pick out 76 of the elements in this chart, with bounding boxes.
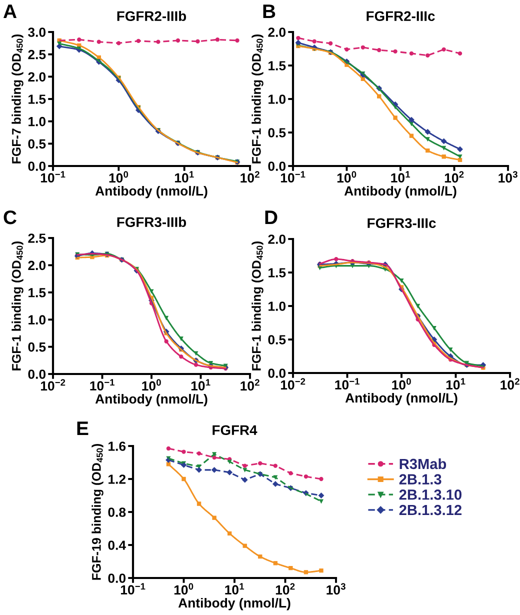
x-tick-label: 10$^{−1}$ bbox=[40, 171, 66, 183]
x-tick-label: 10$^{−1}$ bbox=[280, 171, 306, 183]
chart-title: FGFR3-IIIc bbox=[368, 218, 436, 228]
y-axis-title: FGF-1 binding (OD$_{450}$) bbox=[252, 242, 264, 370]
x-tick-label: 10$^{2}$ bbox=[444, 171, 464, 183]
y-tick-label: 1.0 bbox=[28, 116, 46, 126]
y-tick-label: 2.0 bbox=[28, 260, 46, 270]
x-axis-title: Antibody (nmol/L) bbox=[95, 186, 208, 198]
x-tick-label: 10$^{3}$ bbox=[498, 171, 518, 183]
x-tick-label: 10$^{2}$ bbox=[276, 583, 295, 595]
x-axis-title: Antibody (nmol/L) bbox=[345, 392, 458, 406]
x-tick-label: 10$^{3}$ bbox=[326, 583, 346, 595]
x-tick-label: 10$^{0}$ bbox=[142, 379, 161, 391]
y-tick-label: 0.4 bbox=[108, 540, 126, 550]
y-tick-label: 1.5 bbox=[28, 288, 46, 298]
x-tick-label: 10$^{2}$ bbox=[240, 171, 260, 183]
x-tick-label: 10$^{−2}$ bbox=[40, 379, 66, 391]
x-tick-label: 10$^{0}$ bbox=[337, 171, 356, 183]
x-tick-label: 10$^{1}$ bbox=[225, 583, 244, 595]
y-tick-label: 1.5 bbox=[28, 94, 46, 104]
y-tick-label: 1.2 bbox=[108, 474, 126, 484]
x-tick-label: 10$^{−1}$ bbox=[335, 378, 360, 390]
legend-label: 2B.1.3.10 bbox=[399, 490, 462, 500]
y-tick-label: 0.5 bbox=[268, 335, 286, 344]
y-tick-label: 0.0 bbox=[268, 368, 286, 378]
x-tick-label: 10$^{−2}$ bbox=[280, 378, 306, 390]
chart-title: FGFR4 bbox=[212, 425, 258, 436]
x-axis-title: Antibody (nmol/L) bbox=[344, 186, 456, 198]
y-axis-title: FGF-19 binding (OD$_{450}$) bbox=[92, 444, 104, 580]
text: A bbox=[3, 4, 17, 18]
chart-title: FGFR2-IIIc bbox=[366, 11, 435, 22]
y-tick-label: 1.5 bbox=[268, 268, 286, 278]
y-tick-label: 0.5 bbox=[28, 139, 46, 149]
y-tick-label: 2.0 bbox=[268, 234, 286, 244]
text: D bbox=[265, 210, 278, 224]
y-tick-label: 1.0 bbox=[28, 315, 46, 325]
chart-title: FGFR3-IIIb bbox=[117, 216, 186, 228]
text: B bbox=[263, 4, 276, 18]
y-tick-label: 2.5 bbox=[28, 234, 46, 243]
x-tick-label: 10$^{0}$ bbox=[109, 171, 128, 183]
y-tick-label: 0.0 bbox=[28, 370, 46, 379]
x-tick-label: 10$^{2}$ bbox=[500, 378, 520, 390]
y-axis-title: FGF-7 binding (OD$_{450}$) bbox=[12, 34, 24, 164]
y-tick-label: 1.5 bbox=[268, 61, 286, 70]
y-tick-label: 0.0 bbox=[28, 162, 46, 171]
x-tick-label: 10$^{1}$ bbox=[391, 171, 410, 183]
y-tick-label: 0.0 bbox=[108, 574, 126, 583]
y-tick-label: 2.0 bbox=[268, 28, 286, 37]
text: C bbox=[4, 210, 17, 224]
x-tick-label: 10$^{−1}$ bbox=[90, 379, 114, 391]
y-tick-label: 1.0 bbox=[268, 302, 286, 311]
y-tick-label: 2.5 bbox=[28, 50, 46, 60]
y-tick-label: 0.5 bbox=[28, 342, 46, 352]
y-tick-label: 0.0 bbox=[268, 162, 286, 171]
x-tick-label: 10$^{−1}$ bbox=[120, 583, 146, 595]
y-tick-label: 3.0 bbox=[28, 28, 46, 37]
x-tick-label: 10$^{1}$ bbox=[175, 171, 194, 183]
x-tick-label: 10$^{1}$ bbox=[191, 379, 210, 391]
y-tick-label: 0.8 bbox=[108, 508, 126, 517]
x-tick-label: 10$^{0}$ bbox=[174, 583, 194, 595]
y-tick-label: 1.0 bbox=[268, 94, 286, 104]
x-axis-title: Antibody (nmol/L) bbox=[178, 598, 290, 610]
legend-label: 2B.1.3 bbox=[399, 474, 442, 485]
legend-label: R3Mab bbox=[400, 458, 446, 470]
x-tick-label: 10$^{2}$ bbox=[240, 379, 260, 391]
y-axis-title: FGF-1 binding (OD$_{450}$) bbox=[252, 34, 264, 164]
y-tick-label: 2.0 bbox=[28, 72, 46, 82]
text: E bbox=[77, 422, 88, 436]
chart-title: FGFR2-IIIb bbox=[117, 10, 186, 22]
y-tick-label: 0.5 bbox=[268, 128, 286, 138]
legend-label: 2B.1.3.12 bbox=[399, 504, 462, 516]
x-tick-label: 10$^{1}$ bbox=[446, 378, 466, 390]
x-axis-title: Antibody (nmol/L) bbox=[95, 394, 208, 406]
y-tick-label: 1.6 bbox=[108, 442, 126, 451]
y-axis-title: FGF-1 binding (OD$_{450}$) bbox=[12, 242, 24, 370]
x-tick-label: 10$^{0}$ bbox=[392, 378, 411, 390]
